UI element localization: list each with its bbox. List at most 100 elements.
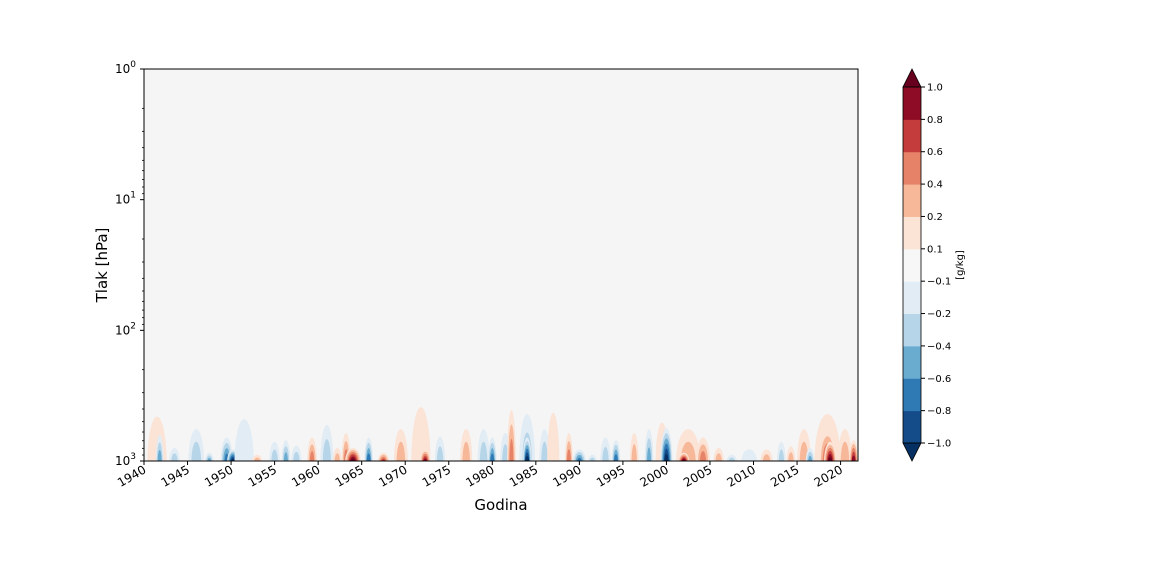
anomaly-contour	[566, 449, 571, 461]
anomaly-contour	[366, 453, 371, 461]
anomaly-contour	[320, 424, 334, 461]
anomaly-contour	[147, 416, 167, 461]
colorbar-segment	[903, 378, 921, 412]
colorbar-segment	[903, 184, 921, 217]
x-tick-label: 2010	[725, 462, 758, 489]
colorbar-tick-label: −0.4	[927, 341, 951, 352]
colorbar-segment	[903, 410, 921, 444]
anomaly-contour	[828, 457, 833, 461]
anomaly-contour	[728, 457, 735, 461]
colorbar-segment	[903, 87, 921, 120]
anomaly-contour	[509, 438, 514, 461]
anomaly-contour	[778, 449, 785, 461]
x-tick-label: 1950	[202, 462, 235, 489]
anomaly-contour	[631, 444, 637, 461]
y-axis-label: Tlak [hPa]	[93, 228, 111, 304]
colorbar-tick-label: 0.8	[927, 115, 943, 126]
anomaly-contour	[806, 451, 814, 461]
x-tick-label: 2000	[637, 462, 670, 489]
y-tick-label: 100	[115, 60, 136, 76]
y-tick-label: 101	[115, 191, 136, 207]
anomaly-contour	[380, 456, 387, 461]
anomaly-contour	[230, 458, 235, 461]
anomaly-contour	[647, 447, 652, 461]
x-tick-label: 1995	[594, 462, 627, 489]
x-tick-label: 1985	[507, 462, 540, 489]
anomaly-contour	[713, 447, 724, 461]
anomaly-contour	[541, 441, 548, 461]
colorbar-tick-label: −0.1	[927, 277, 951, 288]
anomaly-contour	[366, 448, 372, 461]
anomaly-contour	[797, 429, 811, 461]
anomaly-contour	[351, 458, 355, 461]
anomaly-contour	[422, 456, 428, 461]
x-tick-label: 1960	[289, 462, 322, 489]
colorbar-frame	[902, 86, 922, 444]
anomaly-contour	[726, 454, 737, 461]
anomaly-contour	[234, 419, 254, 461]
anomaly-contour	[322, 439, 331, 461]
x-tick-label: 1980	[463, 462, 496, 489]
anomaly-contour	[206, 455, 213, 461]
anomaly-contour	[762, 454, 771, 461]
anomaly-contour	[699, 451, 707, 461]
colorbar-tick-label: 0.4	[927, 180, 943, 191]
x-tick-label: 1965	[333, 462, 366, 489]
anomaly-contour	[393, 429, 408, 461]
anomaly-contour	[423, 458, 428, 461]
anomaly-contour	[814, 414, 841, 461]
anomaly-contour	[664, 453, 669, 461]
anomaly-contour	[282, 446, 290, 461]
colorbar-extend-min	[902, 442, 922, 462]
anomaly-contour	[525, 456, 530, 461]
anomaly-contour	[547, 412, 560, 461]
x-tick-label: 1975	[420, 462, 453, 489]
anomaly-contour	[207, 457, 212, 461]
anomaly-contour	[411, 407, 431, 461]
x-axis: 1940 1945 1950 1955 1960 1965 1970 1975 1980 1985…	[115, 461, 845, 490]
anomaly-contour	[254, 457, 261, 461]
plot-frame	[143, 68, 859, 462]
y-tick-label: 102	[115, 321, 136, 337]
colorbar-segment	[903, 119, 921, 153]
anomaly-contour	[715, 453, 722, 461]
anomaly-contour	[188, 429, 205, 461]
colorbar-tick-label: −0.6	[927, 374, 951, 385]
anomaly-contour	[741, 449, 757, 461]
colorbar-tick-label: 1.0	[927, 83, 943, 94]
anomaly-contour	[191, 441, 202, 461]
anomaly-contour	[629, 433, 639, 461]
x-tick-label: 1945	[159, 462, 192, 489]
colorbar: −1.0 −0.8 −0.6 −0.4 −0.2 −0.1 0.1 0.2 0.4 0.6 0.8 1…	[902, 68, 951, 462]
plot-background	[144, 69, 858, 461]
anomaly-contours	[147, 407, 858, 461]
colorbar-tick-label: 0.6	[927, 147, 943, 158]
colorbar-label: [g/kg]	[955, 250, 966, 280]
anomaly-contour	[462, 441, 470, 461]
anomaly-contour	[332, 447, 342, 461]
anomaly-contour	[602, 446, 609, 461]
anomaly-contour	[309, 451, 315, 461]
colorbar-segment	[903, 248, 921, 282]
anomaly-contour	[840, 441, 850, 461]
colorbar-tick-label: −0.8	[927, 406, 951, 417]
anomaly-contour	[436, 446, 444, 461]
anomaly-contour	[588, 454, 597, 461]
colorbar-segment	[903, 151, 921, 185]
anomaly-contour	[271, 449, 278, 461]
colorbar-segment	[903, 216, 921, 250]
anomaly-contour	[396, 441, 406, 461]
colorbar-tick-label: 0.1	[927, 244, 943, 255]
y-tick-label: 103	[115, 452, 136, 468]
anomaly-contour	[479, 441, 488, 461]
colorbar-tick-label: −1.0	[927, 439, 951, 450]
anomaly-contour	[851, 451, 856, 461]
anomaly-contour	[490, 453, 495, 461]
anomaly-contour	[502, 444, 509, 461]
x-tick-label: 2015	[768, 462, 801, 489]
anomaly-contour	[293, 451, 300, 461]
anomaly-contour	[613, 454, 618, 461]
colorbar-tick-label: 0.2	[927, 212, 943, 223]
anomaly-contour	[788, 452, 794, 461]
x-tick-label: 2020	[812, 462, 845, 489]
